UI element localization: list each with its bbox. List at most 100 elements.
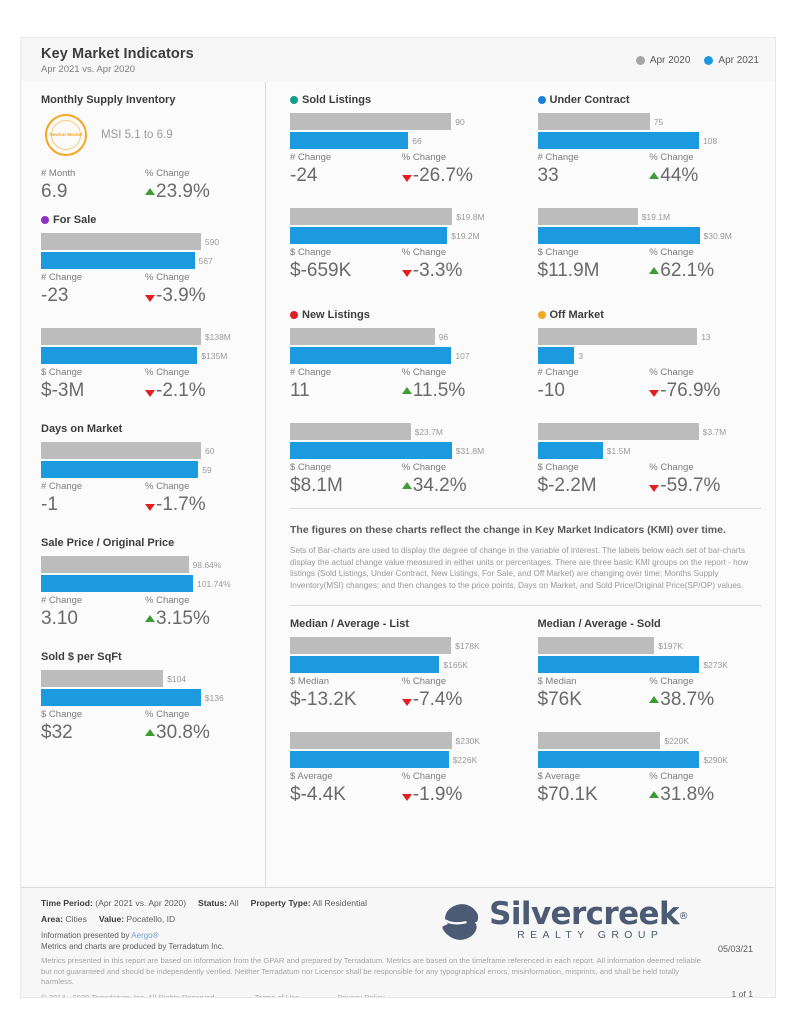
trend-arrow-down-icon (649, 389, 660, 397)
metric-label: % Change (401, 247, 447, 258)
bar-prior (41, 328, 201, 345)
bar-row-current: $135M (41, 347, 249, 364)
metric-value: -1 (41, 494, 58, 515)
bar-chart: $3.7M $1.5M $ Change $-2.2M % Change -59.7% (537, 423, 762, 498)
bar-row-prior: $19.8M (290, 208, 514, 225)
msi-badge-row: Neutral Market MSI 5.1 to 6.9 (45, 114, 249, 156)
sold-per-sqft-title-text: Sold $ per SqFt (41, 651, 122, 663)
bar-prior (290, 113, 452, 130)
right-column: Sold Listings 90 66 # Change -24% Change -26… (266, 82, 775, 887)
metric-label: $ Change (290, 462, 332, 473)
metric: % Change 34.2% (401, 462, 514, 498)
metric: $ Average $70.1K (538, 771, 650, 807)
bar-row-current: $30.9M (537, 227, 762, 244)
bar-prior (290, 328, 435, 345)
bar-row-current: 107 (290, 347, 514, 364)
trend-arrow-down-icon (145, 389, 155, 397)
footer-legal: © 2014 - 2020 Terradatum, Inc. All Right… (41, 992, 759, 998)
page-number: 1 of 1 (731, 989, 753, 998)
bar-current (537, 751, 700, 768)
metric-label: # Month (41, 168, 76, 179)
under-contract-dot-icon (537, 96, 546, 104)
bar-prior (537, 113, 650, 130)
bar-value-current: $165K (443, 659, 468, 670)
metric: # Change -1 (41, 481, 145, 517)
aergo-link[interactable]: Aergo® (131, 931, 159, 940)
chart-metrics: $ Median $76K % Change 38.7% (538, 676, 762, 712)
metric-label: % Change (145, 481, 190, 492)
logo-word: Silvercreek ® (489, 896, 688, 932)
privacy-policy-link[interactable]: Privacy Policy (337, 992, 385, 998)
metric-msi-month: # Month 6.9 (41, 168, 145, 204)
metric: % Change 30.8% (145, 709, 249, 745)
metric-value: $11.9M (537, 260, 600, 281)
page-subtitle: Apr 2021 vs. Apr 2020 (41, 64, 136, 75)
off-market-title-text: Off Market (549, 309, 604, 321)
metric-value: 62.1% (649, 259, 761, 283)
chart-metrics: # Change 3.10 % Change 3.15% (41, 595, 249, 631)
metric-value: 23.9% (145, 180, 249, 204)
bar-current (537, 442, 603, 459)
bar-row-prior: $23.7M (290, 423, 514, 440)
bar-value-prior: 98.64% (192, 559, 222, 570)
chart-sold-per-sqft: $104 $136 $ Change $32 % Change 30.8% (41, 670, 249, 745)
median-list-title-text: Median / Average - List (290, 618, 409, 630)
metric: % Change -3.9% (145, 272, 249, 308)
metric: $ Change $-3M (41, 367, 145, 403)
metric-label: # Change (290, 152, 332, 163)
chart-sale-original-price: 98.64% 101.74% # Change 3.10 % Change 3.15% (41, 556, 249, 631)
trend-arrow-up-icon (649, 266, 660, 274)
bar-chart: $104 $136 $ Change $32 % Change 30.8% (41, 670, 249, 745)
bar-chart: $138M $135M $ Change $-3M % Change -2.1% (41, 328, 249, 403)
trend-arrow-up-icon (649, 790, 660, 798)
metric-value: 6.9 (41, 181, 68, 202)
metric-label: % Change (401, 676, 447, 687)
bar-value-current: 107 (455, 350, 470, 361)
metric: $ Median $76K (538, 676, 650, 712)
bar-chart: 96 107 # Change 11 % Change 11.5% (290, 328, 514, 403)
terms-of-use-link[interactable]: Terms of Use (254, 992, 300, 998)
metric-label: $ Average (537, 771, 581, 782)
metric-label: % Change (401, 152, 447, 163)
msi-metrics: # Month 6.9 % Change 23.9% (41, 168, 249, 204)
bar-prior (290, 732, 452, 749)
bar-value-prior: $197K (658, 640, 683, 651)
sale-original-title-text: Sale Price / Original Price (41, 537, 175, 549)
bar-value-prior: 60 (205, 445, 215, 456)
metric-value: $32 (41, 722, 73, 743)
bar-current (41, 347, 198, 364)
metric: % Change -2.1% (145, 367, 249, 403)
bar-prior (41, 556, 189, 573)
bar-row-current: $290K (537, 751, 762, 768)
metric-label: # Change (537, 152, 579, 163)
bar-prior (41, 670, 164, 687)
metric-value: 38.7% (649, 688, 761, 712)
bar-row-prior: $3.7M (537, 423, 762, 440)
trend-arrow-down-icon (145, 294, 155, 302)
panel-row-3: Median / Average - List $178K $165K $ Medi… (290, 618, 761, 811)
info-heading: The figures on these charts reflect the … (290, 524, 726, 536)
bar-current (537, 132, 699, 149)
metric: % Change 3.15% (145, 595, 249, 631)
bar-row-current: $1.5M (537, 442, 762, 459)
silvercreek-logo: Silvercreek ® REALTY GROUP (437, 896, 689, 946)
bar-value-prior: $230K (455, 735, 481, 746)
panel-row-1: Sold Listings 90 66 # Change -24% Change -26… (290, 94, 761, 287)
metric-value: $-659K (290, 260, 352, 281)
metric-value: -1.7% (145, 493, 249, 517)
panel-new-listings: New Listings 96 107 # Change 11% Change 11.5… (290, 309, 514, 502)
time-period-value: (Apr 2021 vs. Apr 2020) (95, 898, 187, 908)
metric-label: % Change (649, 152, 694, 163)
metric-value: 44% (649, 164, 761, 188)
bar-value-prior: 90 (455, 116, 465, 127)
section-title-days-on-market: Days on Market (41, 423, 249, 435)
bar-current (290, 442, 452, 459)
metric-value: 31.8% (649, 783, 761, 807)
metric-label: % Change (145, 168, 190, 179)
legend-item-current: Apr 2021 (704, 55, 759, 66)
section-title-under-contract: Under Contract (537, 94, 762, 106)
value-label: Value: (98, 914, 125, 924)
bar-value-current: $226K (452, 754, 478, 765)
median-sold-title-text: Median / Average - Sold (537, 618, 661, 630)
bar-value-current: $31.8M (455, 445, 485, 456)
